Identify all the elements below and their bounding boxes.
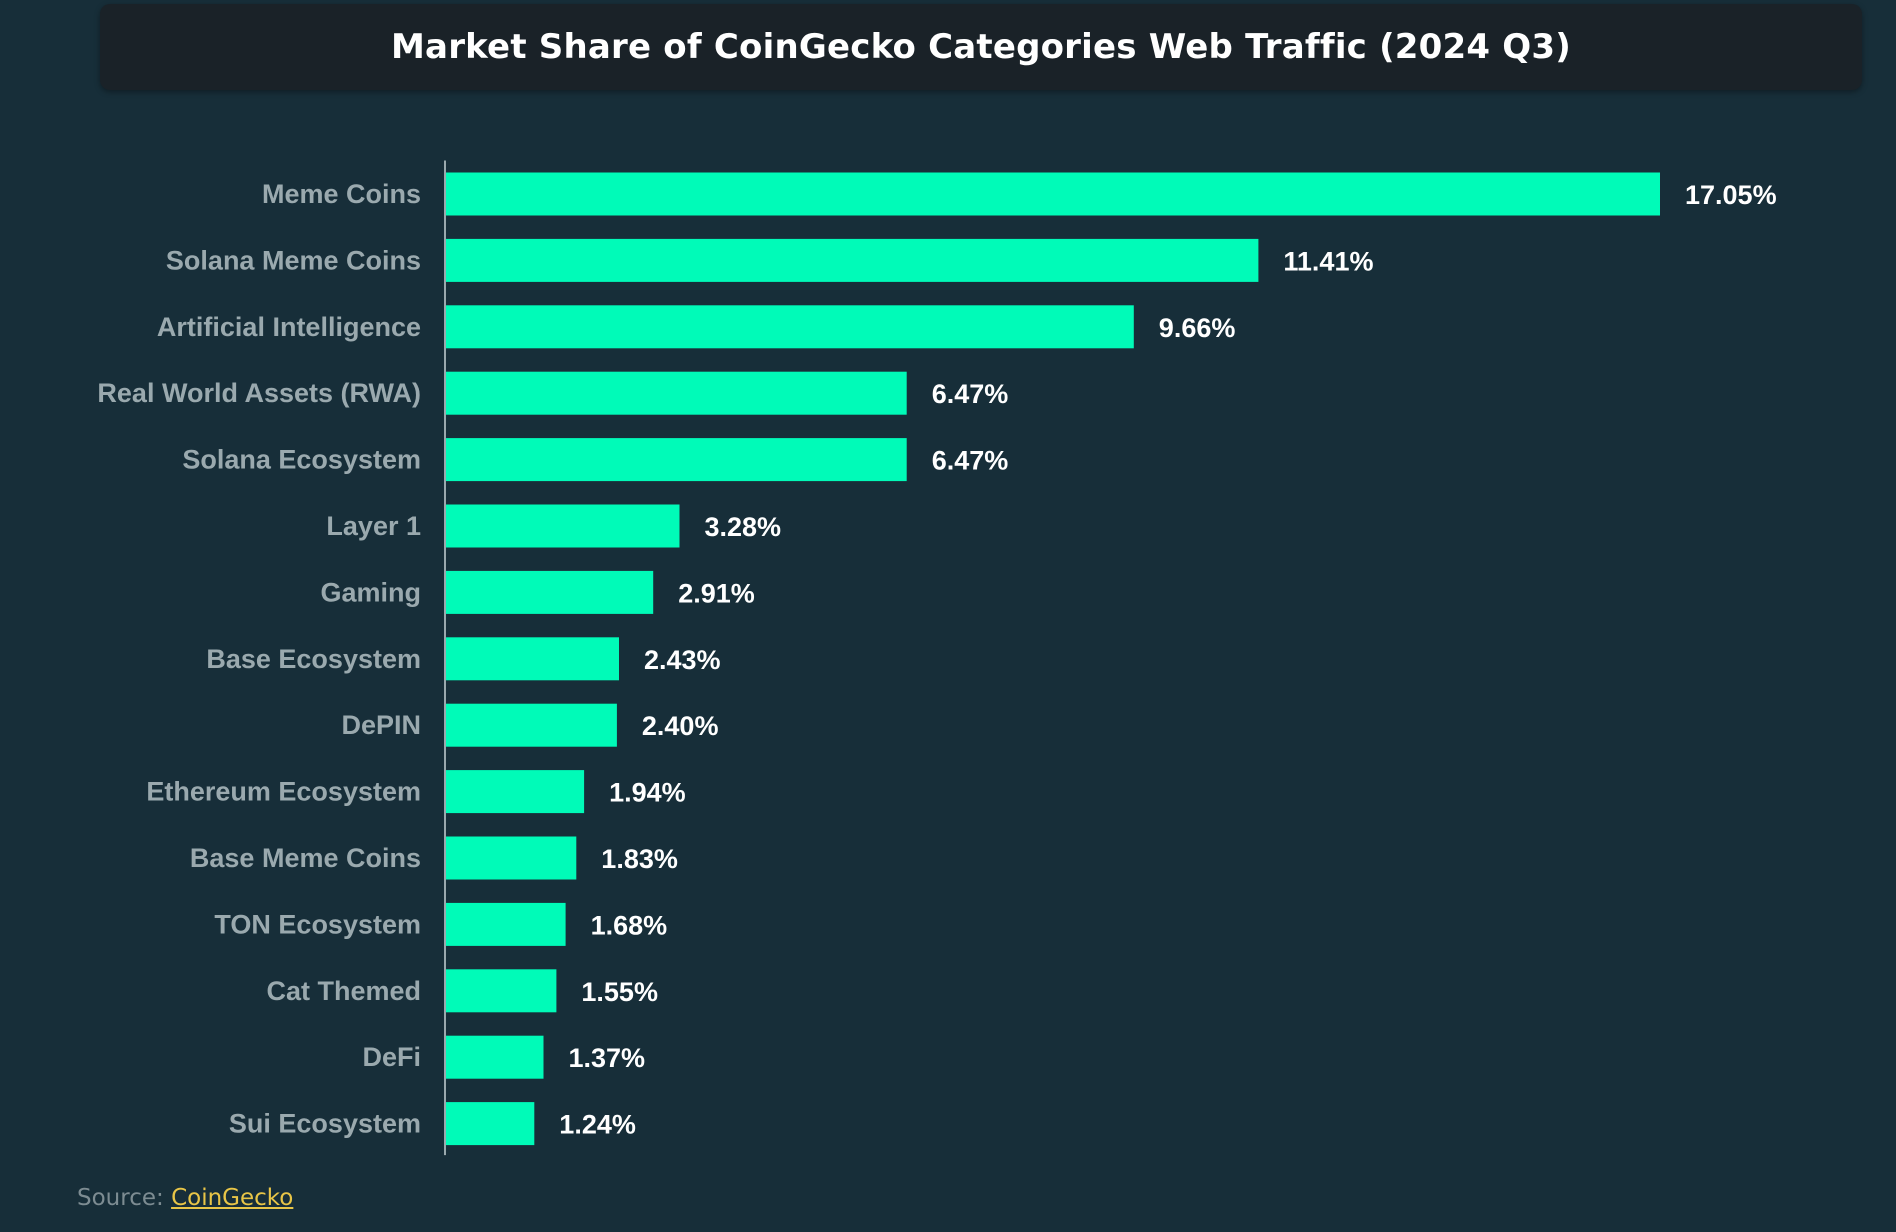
bar-depin	[446, 703, 617, 747]
category-label: Solana Ecosystem	[182, 445, 421, 475]
source-prefix: Source:	[77, 1185, 172, 1211]
value-label: 1.68%	[591, 910, 668, 940]
category-label: Artificial Intelligence	[157, 312, 421, 342]
value-label: 2.40%	[642, 711, 719, 741]
category-label: Ethereum Ecosystem	[146, 777, 421, 807]
bar-artificial-intelligence	[446, 305, 1134, 349]
value-label: 1.55%	[581, 977, 658, 1007]
category-label: DePIN	[341, 710, 421, 740]
category-label: DeFi	[362, 1042, 421, 1072]
category-label: Cat Themed	[266, 976, 421, 1006]
source-line: Source: CoinGecko	[77, 1185, 293, 1211]
bar-defi	[446, 1035, 544, 1079]
value-label: 9.66%	[1159, 313, 1236, 343]
bar-solana-meme-coins	[446, 238, 1259, 282]
value-label: 2.43%	[644, 645, 721, 675]
bar-cat-themed	[446, 969, 557, 1013]
bar-meme-coins	[446, 172, 1660, 216]
category-label: Solana Meme Coins	[166, 245, 421, 275]
category-label: Base Ecosystem	[206, 644, 421, 674]
bar-ethereum-ecosystem	[446, 770, 585, 814]
value-label: 2.91%	[678, 578, 755, 608]
value-label: 1.24%	[559, 1110, 636, 1140]
bar-base-meme-coins	[446, 836, 577, 880]
category-label: Base Meme Coins	[190, 843, 421, 873]
title-bar: Market Share of CoinGecko Categories Web…	[100, 4, 1862, 90]
value-label: 6.47%	[932, 446, 1009, 476]
category-label: Layer 1	[326, 511, 421, 541]
value-label: 11.41%	[1283, 246, 1373, 276]
bar-real-world-assets-rwa	[446, 371, 907, 415]
value-label: 17.05%	[1685, 180, 1777, 210]
bar-ton-ecosystem	[446, 902, 566, 946]
category-label: Sui Ecosystem	[229, 1109, 421, 1139]
category-label: TON Ecosystem	[214, 909, 421, 939]
category-label: Gaming	[320, 577, 421, 607]
chart-title: Market Share of CoinGecko Categories Web…	[391, 27, 1571, 67]
bar-gaming	[446, 570, 654, 614]
bar-layer-1	[446, 504, 680, 548]
value-label: 1.37%	[569, 1043, 646, 1073]
category-label: Real World Assets (RWA)	[97, 378, 421, 408]
value-label: 3.28%	[705, 512, 782, 542]
bar-solana-ecosystem	[446, 438, 907, 482]
bar-chart: Meme Coins 17.05% Solana Meme Coins 11.41% A…	[97, 160, 1777, 1156]
value-label: 1.94%	[609, 778, 686, 808]
value-label: 6.47%	[932, 379, 1009, 409]
value-label: 1.83%	[601, 844, 678, 874]
category-label: Meme Coins	[262, 179, 421, 209]
source-link[interactable]: CoinGecko	[171, 1185, 294, 1211]
bar-sui-ecosystem	[446, 1102, 535, 1146]
bar-base-ecosystem	[446, 637, 619, 681]
